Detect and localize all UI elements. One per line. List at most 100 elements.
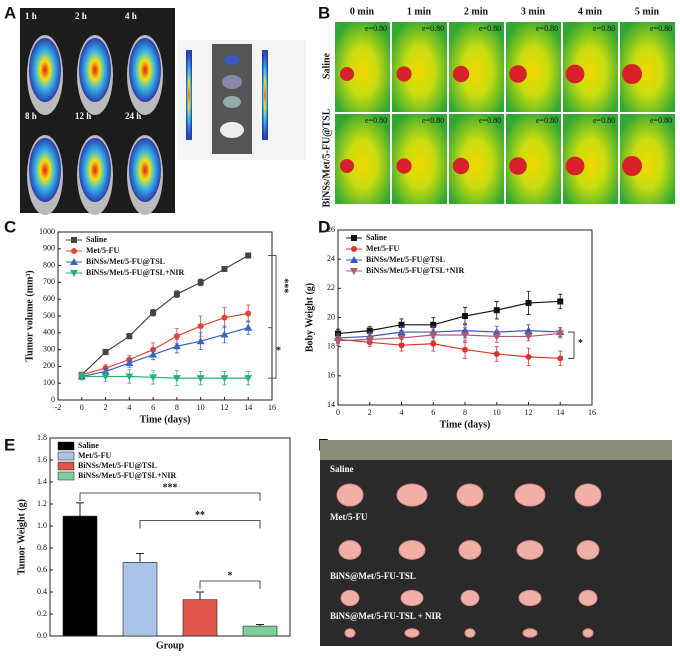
marker bbox=[173, 333, 180, 340]
hot-spot bbox=[622, 156, 642, 176]
x-tick-label: 12 bbox=[220, 403, 228, 412]
panel-f: Saline Met/5-FU BiNS@Met/5-FU-TSL BiNS@Met/… bbox=[320, 440, 672, 646]
x-tick-label: 10 bbox=[493, 408, 501, 417]
error-bar bbox=[256, 623, 264, 627]
legend-label: Met/5-FU bbox=[78, 451, 112, 460]
tumor bbox=[458, 540, 482, 560]
legend-marker bbox=[70, 270, 78, 277]
marker bbox=[493, 307, 500, 314]
legend-label: BiNSs/Met/5-FU@TSL+NIR bbox=[366, 266, 464, 275]
legend-marker bbox=[350, 256, 358, 263]
bar bbox=[122, 561, 158, 637]
marker bbox=[149, 350, 158, 358]
y-tick-label: 0.8 bbox=[37, 543, 47, 552]
marker bbox=[220, 330, 229, 338]
x-tick-label: 6 bbox=[151, 403, 155, 412]
hot-spot bbox=[509, 157, 527, 175]
hot-spot bbox=[622, 64, 642, 84]
legend-marker bbox=[351, 235, 357, 241]
y-tick-label: 1.8 bbox=[37, 433, 47, 442]
thermal-image bbox=[392, 22, 447, 112]
row-label: BiNSs/Met/5-FU@TSL bbox=[321, 108, 332, 207]
y-tick-label: 22 bbox=[327, 283, 335, 292]
mouse-images: 1 h 2 h 4 h 8 h 12 h 24 h bbox=[25, 11, 163, 215]
x-tick-label: 8 bbox=[175, 403, 179, 412]
time-label: 4 min bbox=[578, 6, 603, 17]
legend-marker bbox=[350, 268, 358, 275]
x-tick-label: 2 bbox=[368, 408, 372, 417]
x-tick-label: 8 bbox=[463, 408, 467, 417]
marker bbox=[430, 340, 437, 347]
y-tick-label: 0 bbox=[51, 395, 55, 404]
marker bbox=[366, 327, 373, 334]
emissivity: e=0.80 bbox=[365, 24, 387, 33]
tumor-photo: Saline Met/5-FU BiNS@Met/5-FU-TSL BiNS@Met/… bbox=[330, 464, 602, 638]
time-label: 4 h bbox=[125, 11, 137, 21]
colorbar bbox=[186, 50, 192, 140]
legend-swatch bbox=[57, 461, 75, 471]
y-axis-label: Boby Weight (g) bbox=[304, 283, 315, 352]
time-label: 1 min bbox=[407, 6, 432, 17]
time-label: 8 h bbox=[25, 111, 37, 121]
x-axis-label: Time (days) bbox=[140, 414, 191, 425]
bar bbox=[242, 625, 278, 637]
y-tick-label: 1.4 bbox=[37, 477, 47, 486]
thermal-image bbox=[392, 114, 447, 204]
x-tick-label: 0 bbox=[336, 408, 340, 417]
marker bbox=[149, 374, 158, 382]
marker bbox=[172, 342, 181, 350]
marker bbox=[101, 367, 110, 375]
hot-spot bbox=[509, 65, 527, 83]
bracket bbox=[79, 492, 261, 501]
legend-label: Saline bbox=[366, 233, 387, 242]
marker bbox=[397, 334, 406, 342]
bracket bbox=[268, 255, 277, 379]
x-tick-label: 16 bbox=[588, 408, 596, 417]
marker bbox=[220, 375, 229, 383]
time-label: 2 min bbox=[464, 6, 489, 17]
x-tick-label: -2 bbox=[55, 403, 62, 412]
marker bbox=[525, 299, 532, 306]
emissivity: e=0.80 bbox=[650, 24, 672, 33]
time-label: 1 h bbox=[25, 11, 37, 21]
plot-frame bbox=[49, 437, 291, 637]
hot-spot bbox=[452, 157, 470, 175]
y-tick-label: 20 bbox=[327, 312, 335, 321]
panel-label: B bbox=[318, 3, 330, 22]
y-tick-label: 100 bbox=[43, 378, 55, 387]
hot-spot bbox=[565, 64, 585, 84]
tumor bbox=[400, 589, 424, 607]
panel-label: E bbox=[4, 435, 15, 454]
y-tick-label: 0.0 bbox=[37, 631, 47, 640]
marker bbox=[197, 279, 204, 286]
x-tick-label: 4 bbox=[127, 403, 131, 412]
x-tick-label: 2 bbox=[104, 403, 108, 412]
organ bbox=[222, 75, 242, 89]
marker bbox=[244, 375, 253, 383]
x-tick-label: 0 bbox=[80, 403, 84, 412]
tumor bbox=[340, 589, 360, 607]
y-tick-label: 16 bbox=[327, 371, 335, 380]
x-tick-label: 4 bbox=[400, 408, 404, 417]
x-tick-label: 14 bbox=[244, 403, 252, 412]
marker bbox=[334, 337, 342, 345]
hot-spot bbox=[396, 66, 412, 82]
panel-label: C bbox=[4, 217, 16, 236]
legend-label: Met/5-FU bbox=[86, 246, 120, 255]
marker bbox=[221, 314, 228, 321]
marker bbox=[398, 321, 405, 328]
signal bbox=[29, 38, 61, 102]
marker bbox=[196, 337, 205, 345]
x-axis-label: Time (days) bbox=[440, 419, 491, 430]
hot-spot bbox=[452, 65, 470, 83]
tumor bbox=[576, 540, 600, 560]
y-tick-label: 0.6 bbox=[37, 565, 47, 574]
tumor bbox=[336, 483, 364, 507]
emissivity: e=0.80 bbox=[479, 116, 501, 125]
marker bbox=[172, 375, 181, 383]
x-tick-label: 14 bbox=[556, 408, 564, 417]
emissivity: e=0.80 bbox=[593, 24, 615, 33]
time-label: 2 h bbox=[75, 11, 87, 21]
annotation: * bbox=[228, 570, 233, 581]
